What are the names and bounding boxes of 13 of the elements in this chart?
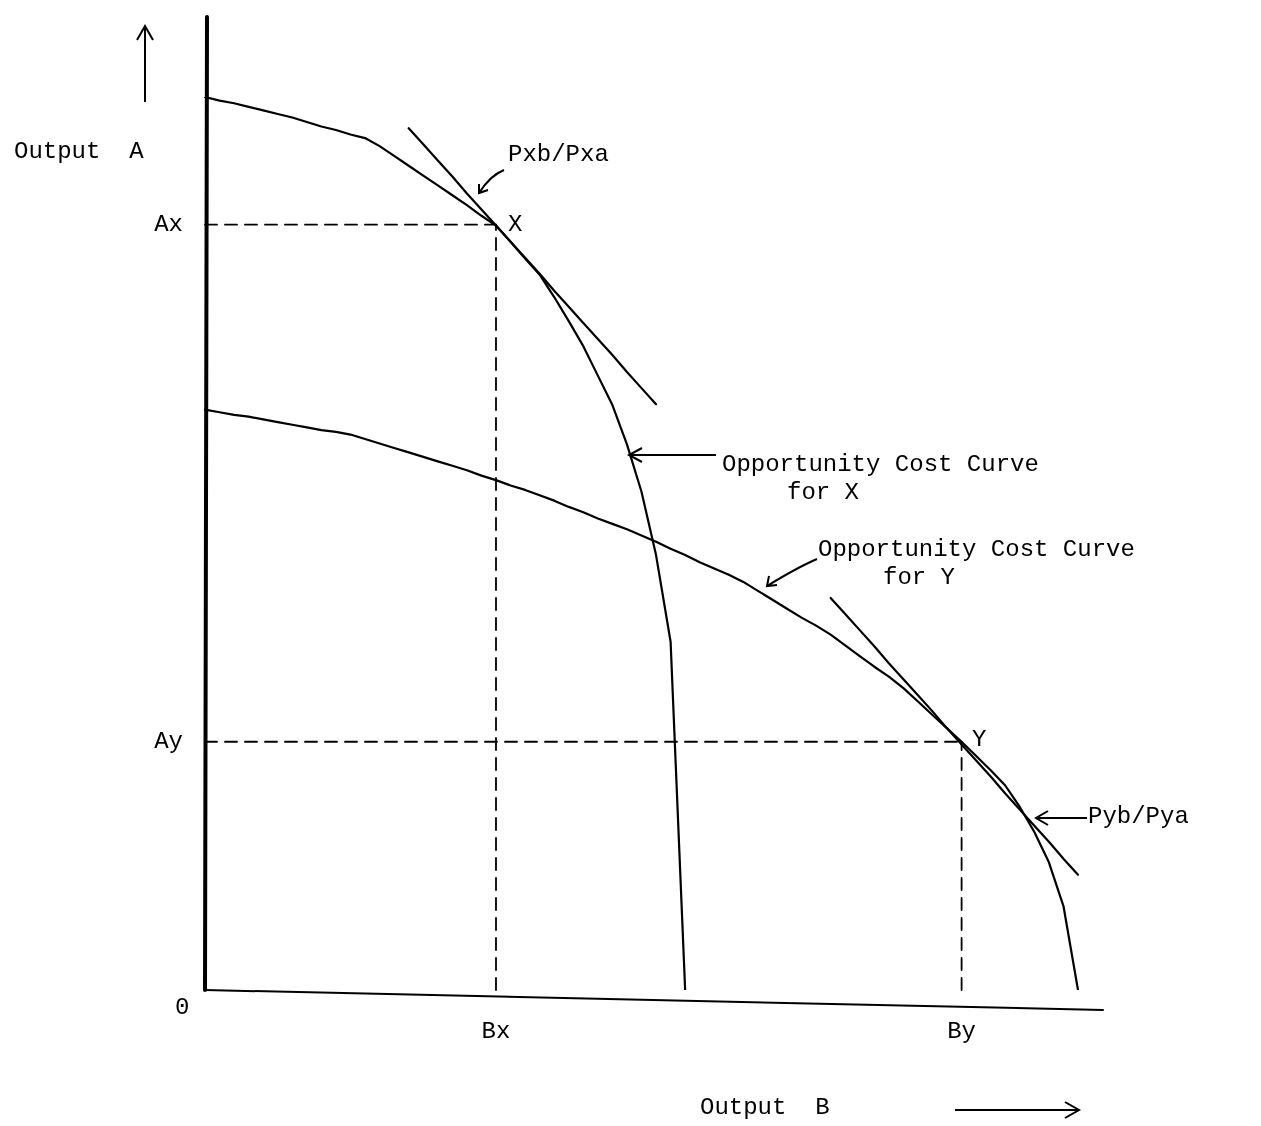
x-tick-label: Bx xyxy=(481,1018,511,1046)
annotation: Opportunity Cost Curve for X xyxy=(722,451,1039,507)
ref-line-label: Ax xyxy=(154,211,183,239)
annotation: Pxb/Pxa xyxy=(508,141,609,169)
y-axis-title: Output A xyxy=(14,138,145,166)
ref-line-label: Ay xyxy=(154,728,183,756)
x-axis-title: Output B xyxy=(700,1094,830,1122)
annotation: Y xyxy=(972,726,987,754)
text: 0 xyxy=(175,994,190,1022)
annotation: X xyxy=(508,211,523,239)
text: Pyb/Pya xyxy=(1088,803,1189,831)
annotation: Opportunity Cost Curve for Y xyxy=(818,536,1135,592)
x-tick-label: By xyxy=(947,1018,977,1046)
